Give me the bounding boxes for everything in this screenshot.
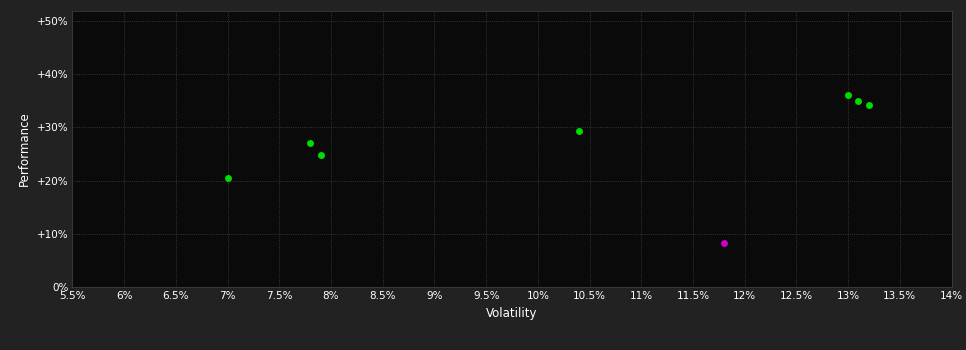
Point xyxy=(861,102,876,107)
Point xyxy=(851,98,867,104)
Point xyxy=(572,128,587,134)
Point xyxy=(840,92,856,97)
Point xyxy=(716,240,731,246)
Point xyxy=(220,175,236,181)
Point xyxy=(302,141,318,146)
X-axis label: Volatility: Volatility xyxy=(486,307,538,320)
Point xyxy=(313,152,328,158)
Y-axis label: Performance: Performance xyxy=(18,111,31,186)
